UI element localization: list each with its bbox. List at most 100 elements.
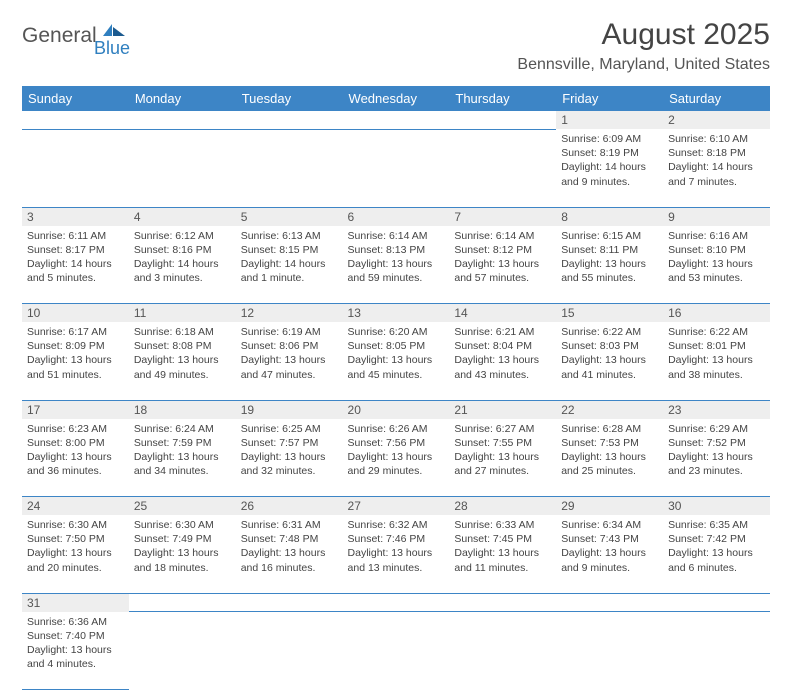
day-cell: Sunrise: 6:29 AMSunset: 7:52 PMDaylight:… xyxy=(663,419,770,497)
daylight-line: Daylight: 13 hours xyxy=(454,257,551,271)
sunrise-line: Sunrise: 6:27 AM xyxy=(454,422,551,436)
week-row: Sunrise: 6:09 AMSunset: 8:19 PMDaylight:… xyxy=(22,129,770,207)
day-number xyxy=(22,111,129,129)
daylight-line: and 5 minutes. xyxy=(27,271,124,285)
daylight-line: Daylight: 13 hours xyxy=(27,643,124,657)
location: Bennsville, Maryland, United States xyxy=(517,56,770,74)
day-number xyxy=(556,593,663,612)
week-row: Sunrise: 6:17 AMSunset: 8:09 PMDaylight:… xyxy=(22,322,770,400)
sunrise-line: Sunrise: 6:13 AM xyxy=(241,229,338,243)
sunset-line: Sunset: 7:50 PM xyxy=(27,532,124,546)
day-cell: Sunrise: 6:12 AMSunset: 8:16 PMDaylight:… xyxy=(129,226,236,304)
day-cell: Sunrise: 6:18 AMSunset: 8:08 PMDaylight:… xyxy=(129,322,236,400)
sunset-line: Sunset: 8:01 PM xyxy=(668,339,765,353)
daylight-line: Daylight: 14 hours xyxy=(134,257,231,271)
day-cell: Sunrise: 6:16 AMSunset: 8:10 PMDaylight:… xyxy=(663,226,770,304)
day-number: 4 xyxy=(129,207,236,226)
sunset-line: Sunset: 7:49 PM xyxy=(134,532,231,546)
daylight-line: and 49 minutes. xyxy=(134,368,231,382)
weekday-header-row: Sunday Monday Tuesday Wednesday Thursday… xyxy=(22,86,770,111)
daylight-line: and 51 minutes. xyxy=(27,368,124,382)
day-number xyxy=(343,593,450,612)
daylight-line: Daylight: 13 hours xyxy=(27,450,124,464)
sunrise-line: Sunrise: 6:30 AM xyxy=(27,518,124,532)
daylight-line: Daylight: 13 hours xyxy=(241,353,338,367)
daylight-line: and 55 minutes. xyxy=(561,271,658,285)
day-number xyxy=(663,593,770,612)
daylight-line: and 23 minutes. xyxy=(668,464,765,478)
day-cell xyxy=(129,129,236,207)
sunset-line: Sunset: 8:08 PM xyxy=(134,339,231,353)
daylight-line: and 16 minutes. xyxy=(241,561,338,575)
daylight-line: and 1 minute. xyxy=(241,271,338,285)
day-cell: Sunrise: 6:28 AMSunset: 7:53 PMDaylight:… xyxy=(556,419,663,497)
day-number: 3 xyxy=(22,207,129,226)
daylight-line: Daylight: 13 hours xyxy=(454,353,551,367)
day-number: 1 xyxy=(556,111,663,129)
day-number xyxy=(129,593,236,612)
sunset-line: Sunset: 8:11 PM xyxy=(561,243,658,257)
day-number: 16 xyxy=(663,304,770,323)
day-cell: Sunrise: 6:32 AMSunset: 7:46 PMDaylight:… xyxy=(343,515,450,593)
sunset-line: Sunset: 7:52 PM xyxy=(668,436,765,450)
day-cell: Sunrise: 6:30 AMSunset: 7:49 PMDaylight:… xyxy=(129,515,236,593)
daylight-line: and 27 minutes. xyxy=(454,464,551,478)
day-number: 24 xyxy=(22,497,129,516)
weekday-header: Sunday xyxy=(22,86,129,111)
daylight-line: Daylight: 13 hours xyxy=(668,450,765,464)
day-cell: Sunrise: 6:22 AMSunset: 8:01 PMDaylight:… xyxy=(663,322,770,400)
sunrise-line: Sunrise: 6:22 AM xyxy=(561,325,658,339)
day-cell xyxy=(663,612,770,690)
daylight-line: Daylight: 13 hours xyxy=(27,546,124,560)
daylight-line: Daylight: 13 hours xyxy=(561,257,658,271)
sunset-line: Sunset: 7:45 PM xyxy=(454,532,551,546)
sunset-line: Sunset: 8:15 PM xyxy=(241,243,338,257)
sunrise-line: Sunrise: 6:32 AM xyxy=(348,518,445,532)
daylight-line: and 7 minutes. xyxy=(668,175,765,189)
daylight-line: Daylight: 13 hours xyxy=(348,546,445,560)
day-cell: Sunrise: 6:27 AMSunset: 7:55 PMDaylight:… xyxy=(449,419,556,497)
day-number: 29 xyxy=(556,497,663,516)
daylight-line: Daylight: 13 hours xyxy=(241,546,338,560)
calendar-table: Sunday Monday Tuesday Wednesday Thursday… xyxy=(22,86,770,690)
day-number: 26 xyxy=(236,497,343,516)
day-cell: Sunrise: 6:36 AMSunset: 7:40 PMDaylight:… xyxy=(22,612,129,690)
day-number: 18 xyxy=(129,400,236,419)
day-number: 14 xyxy=(449,304,556,323)
sunset-line: Sunset: 7:53 PM xyxy=(561,436,658,450)
day-number: 13 xyxy=(343,304,450,323)
sunrise-line: Sunrise: 6:24 AM xyxy=(134,422,231,436)
daylight-line: Daylight: 13 hours xyxy=(668,353,765,367)
daylight-line: and 25 minutes. xyxy=(561,464,658,478)
sunrise-line: Sunrise: 6:09 AM xyxy=(561,132,658,146)
weekday-header: Wednesday xyxy=(343,86,450,111)
sunset-line: Sunset: 8:10 PM xyxy=(668,243,765,257)
daylight-line: Daylight: 13 hours xyxy=(454,450,551,464)
daylight-line: and 9 minutes. xyxy=(561,175,658,189)
day-number: 11 xyxy=(129,304,236,323)
daylight-line: Daylight: 14 hours xyxy=(27,257,124,271)
day-number xyxy=(449,593,556,612)
sunrise-line: Sunrise: 6:19 AM xyxy=(241,325,338,339)
day-cell xyxy=(343,129,450,207)
sunrise-line: Sunrise: 6:16 AM xyxy=(668,229,765,243)
sunrise-line: Sunrise: 6:33 AM xyxy=(454,518,551,532)
daylight-line: and 4 minutes. xyxy=(27,657,124,671)
sunrise-line: Sunrise: 6:29 AM xyxy=(668,422,765,436)
sunrise-line: Sunrise: 6:31 AM xyxy=(241,518,338,532)
sunset-line: Sunset: 8:00 PM xyxy=(27,436,124,450)
day-number: 22 xyxy=(556,400,663,419)
day-cell xyxy=(556,612,663,690)
day-number: 5 xyxy=(236,207,343,226)
sunrise-line: Sunrise: 6:17 AM xyxy=(27,325,124,339)
daylight-line: and 11 minutes. xyxy=(454,561,551,575)
sunset-line: Sunset: 7:40 PM xyxy=(27,629,124,643)
day-cell xyxy=(236,612,343,690)
logo-text-blue: Blue xyxy=(94,38,130,59)
day-cell: Sunrise: 6:20 AMSunset: 8:05 PMDaylight:… xyxy=(343,322,450,400)
day-number xyxy=(343,111,450,129)
daylight-line: and 59 minutes. xyxy=(348,271,445,285)
day-cell: Sunrise: 6:25 AMSunset: 7:57 PMDaylight:… xyxy=(236,419,343,497)
daynum-row: 12 xyxy=(22,111,770,129)
daylight-line: and 29 minutes. xyxy=(348,464,445,478)
